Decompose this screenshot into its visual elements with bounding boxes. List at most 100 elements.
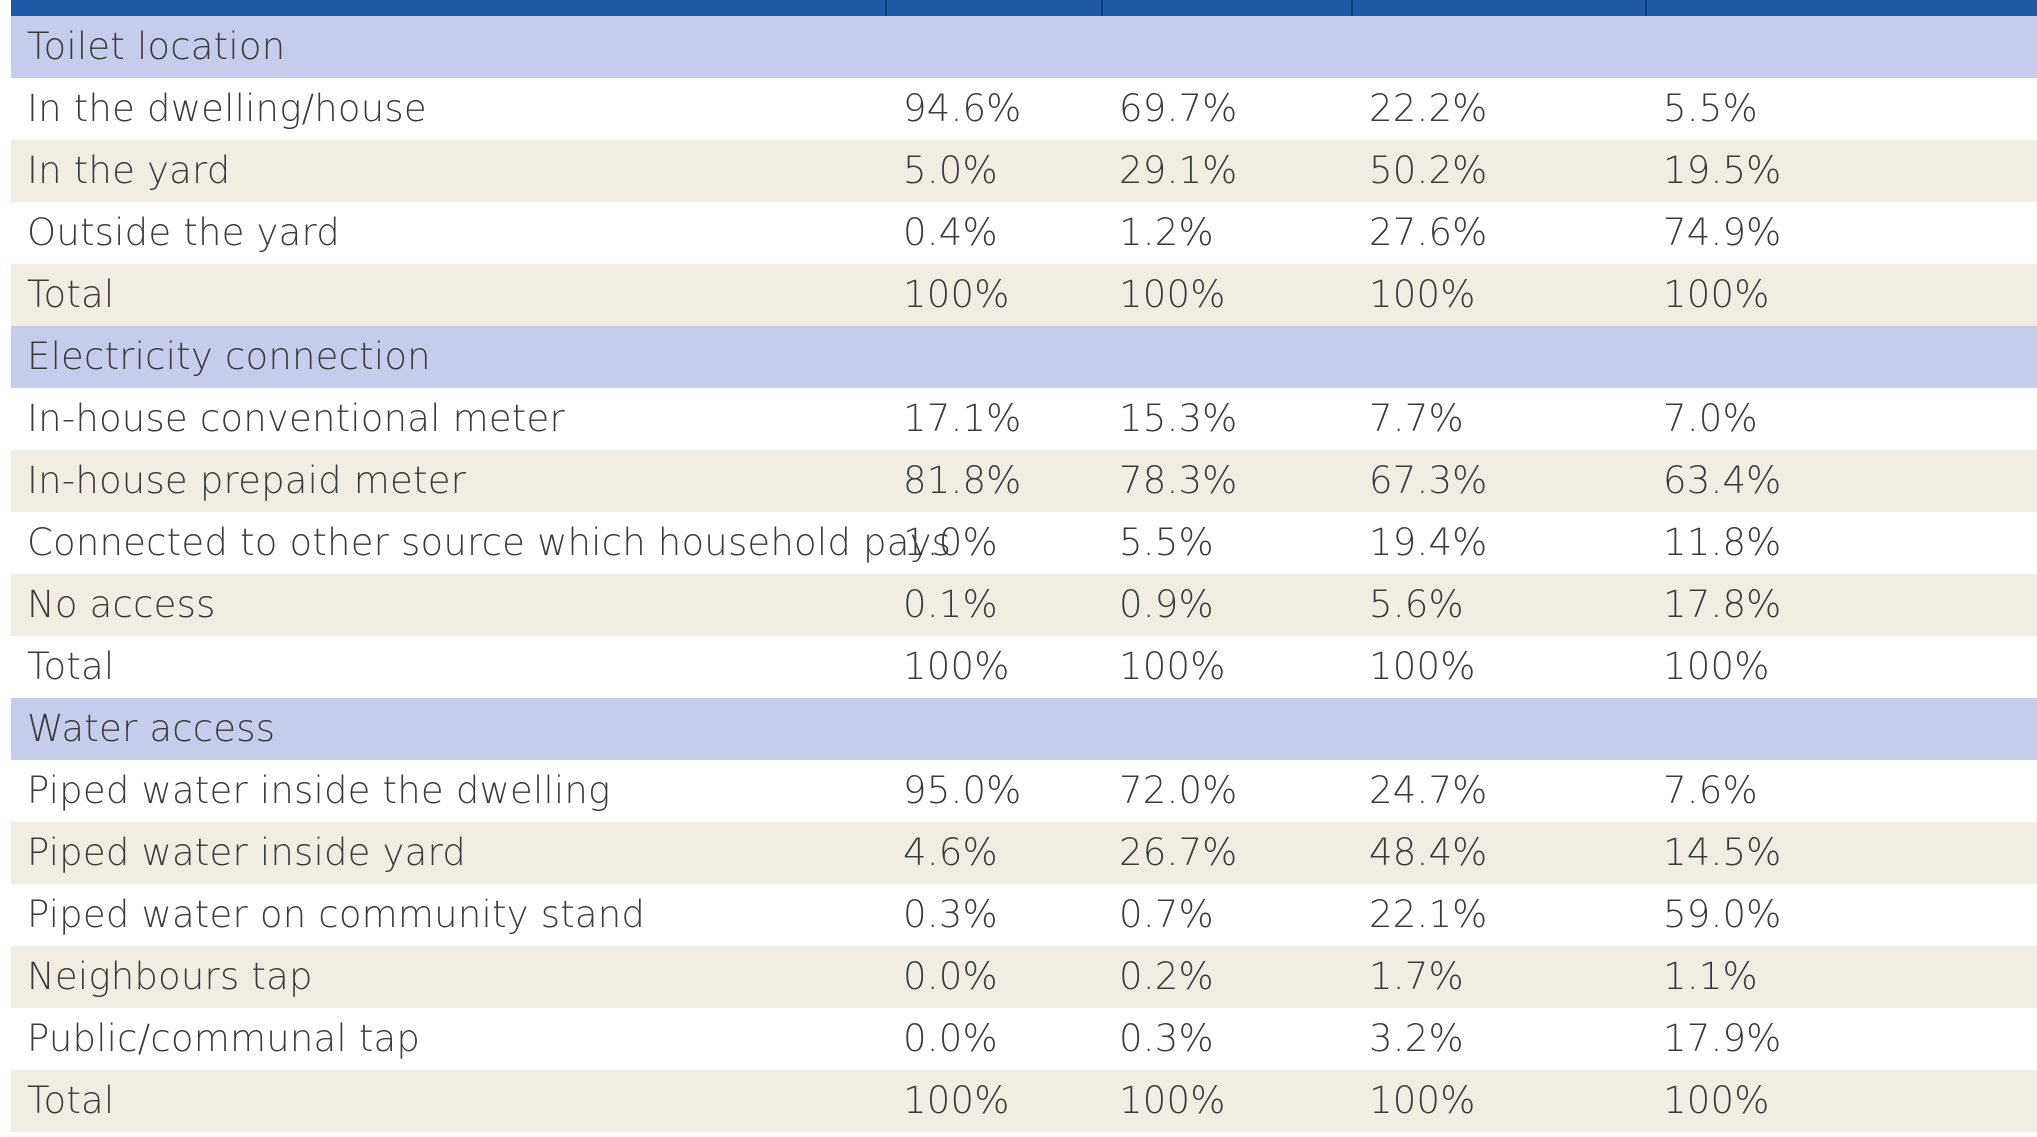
table-row: Public/communal tap 0.0% 0.3% 3.2% 17.9% [11, 1008, 2037, 1070]
row-label: Neighbours tap [27, 955, 313, 998]
table-row-total: Total 100% 100% 100% 100% [11, 1070, 2037, 1132]
value-cell: 26.7% [1119, 831, 1238, 874]
value-cell: 0.1% [903, 583, 998, 626]
value-cell: 24.7% [1369, 769, 1488, 812]
table-row: Outside the yard 0.4% 1.2% 27.6% 74.9% [11, 202, 2037, 264]
value-cell: 50.2% [1369, 149, 1488, 192]
value-cell: 11.8% [1663, 521, 1782, 564]
column-divider [1351, 0, 1353, 16]
value-cell: 48.4% [1369, 831, 1488, 874]
table-row: Piped water inside the dwelling 95.0% 72… [11, 760, 2037, 822]
value-cell: 22.1% [1369, 893, 1488, 936]
row-label: Outside the yard [27, 211, 340, 254]
table-row: In the yard 5.0% 29.1% 50.2% 19.5% [11, 140, 2037, 202]
value-cell: 0.3% [1119, 1017, 1214, 1060]
value-cell: 0.0% [903, 955, 998, 998]
row-label: No access [27, 583, 216, 626]
value-cell: 69.7% [1119, 87, 1238, 130]
value-cell: 72.0% [1119, 769, 1238, 812]
value-cell: 1.1% [1663, 955, 1758, 998]
value-cell: 19.5% [1663, 149, 1782, 192]
value-cell: 4.6% [903, 831, 998, 874]
section-header-electricity-connection: Electricity connection [11, 326, 2037, 388]
value-cell: 17.1% [903, 397, 1022, 440]
value-cell: 0.4% [903, 211, 998, 254]
value-cell: 100% [903, 645, 1010, 688]
value-cell: 1.7% [1369, 955, 1464, 998]
table-row: Piped water inside yard 4.6% 26.7% 48.4%… [11, 822, 2037, 884]
value-cell: 0.2% [1119, 955, 1214, 998]
value-cell: 7.6% [1663, 769, 1758, 812]
row-label: Total [27, 1079, 115, 1122]
value-cell: 5.6% [1369, 583, 1464, 626]
value-cell: 100% [1663, 645, 1770, 688]
value-cell: 100% [1663, 1079, 1770, 1122]
value-cell: 0.7% [1119, 893, 1214, 936]
table-row: Connected to other source which househol… [11, 512, 2037, 574]
value-cell: 5.0% [903, 149, 998, 192]
section-header-toilet-location: Toilet location [11, 16, 2037, 78]
value-cell: 78.3% [1119, 459, 1238, 502]
column-divider [1645, 0, 1647, 16]
value-cell: 17.8% [1663, 583, 1782, 626]
value-cell: 15.3% [1119, 397, 1238, 440]
value-cell: 19.4% [1369, 521, 1488, 564]
row-label: Total [27, 273, 115, 316]
table-row: No access 0.1% 0.9% 5.6% 17.8% [11, 574, 2037, 636]
value-cell: 95.0% [903, 769, 1022, 812]
value-cell: 1.0% [903, 521, 998, 564]
table-row: In-house prepaid meter 81.8% 78.3% 67.3%… [11, 450, 2037, 512]
data-table: Toilet location In the dwelling/house 94… [11, 0, 2037, 1132]
table-row: In the dwelling/house 94.6% 69.7% 22.2% … [11, 78, 2037, 140]
table-header [11, 0, 2037, 16]
row-label: Piped water inside the dwelling [27, 769, 611, 812]
row-label: Connected to other source which househol… [27, 521, 952, 564]
value-cell: 94.6% [903, 87, 1022, 130]
value-cell: 100% [1119, 645, 1226, 688]
value-cell: 100% [1369, 273, 1476, 316]
value-cell: 100% [1119, 273, 1226, 316]
value-cell: 5.5% [1119, 521, 1214, 564]
row-label: Total [27, 645, 115, 688]
table-row-total: Total 100% 100% 100% 100% [11, 264, 2037, 326]
column-divider [885, 0, 887, 16]
row-label: Piped water inside yard [27, 831, 466, 874]
row-label: In the dwelling/house [27, 87, 427, 130]
value-cell: 1.2% [1119, 211, 1214, 254]
row-label: In-house conventional meter [27, 397, 565, 440]
value-cell: 22.2% [1369, 87, 1488, 130]
table-row: Neighbours tap 0.0% 0.2% 1.7% 1.1% [11, 946, 2037, 1008]
value-cell: 100% [1663, 273, 1770, 316]
value-cell: 81.8% [903, 459, 1022, 502]
section-title: Electricity connection [27, 335, 431, 378]
value-cell: 5.5% [1663, 87, 1758, 130]
value-cell: 67.3% [1369, 459, 1488, 502]
value-cell: 100% [1119, 1079, 1226, 1122]
value-cell: 63.4% [1663, 459, 1782, 502]
section-title: Water access [27, 707, 276, 750]
value-cell: 7.0% [1663, 397, 1758, 440]
row-label: In-house prepaid meter [27, 459, 467, 502]
value-cell: 27.6% [1369, 211, 1488, 254]
table-row: Piped water on community stand 0.3% 0.7%… [11, 884, 2037, 946]
section-title: Toilet location [27, 25, 286, 68]
row-label: Public/communal tap [27, 1017, 421, 1060]
row-label: In the yard [27, 149, 231, 192]
table-row-total: Total 100% 100% 100% 100% [11, 636, 2037, 698]
value-cell: 100% [903, 1079, 1010, 1122]
value-cell: 74.9% [1663, 211, 1782, 254]
value-cell: 100% [1369, 645, 1476, 688]
column-divider [1101, 0, 1103, 16]
value-cell: 29.1% [1119, 149, 1238, 192]
table-row: In-house conventional meter 17.1% 15.3% … [11, 388, 2037, 450]
value-cell: 17.9% [1663, 1017, 1782, 1060]
value-cell: 7.7% [1369, 397, 1464, 440]
value-cell: 0.9% [1119, 583, 1214, 626]
value-cell: 3.2% [1369, 1017, 1464, 1060]
value-cell: 59.0% [1663, 893, 1782, 936]
value-cell: 0.3% [903, 893, 998, 936]
value-cell: 0.0% [903, 1017, 998, 1060]
value-cell: 100% [1369, 1079, 1476, 1122]
section-header-water-access: Water access [11, 698, 2037, 760]
